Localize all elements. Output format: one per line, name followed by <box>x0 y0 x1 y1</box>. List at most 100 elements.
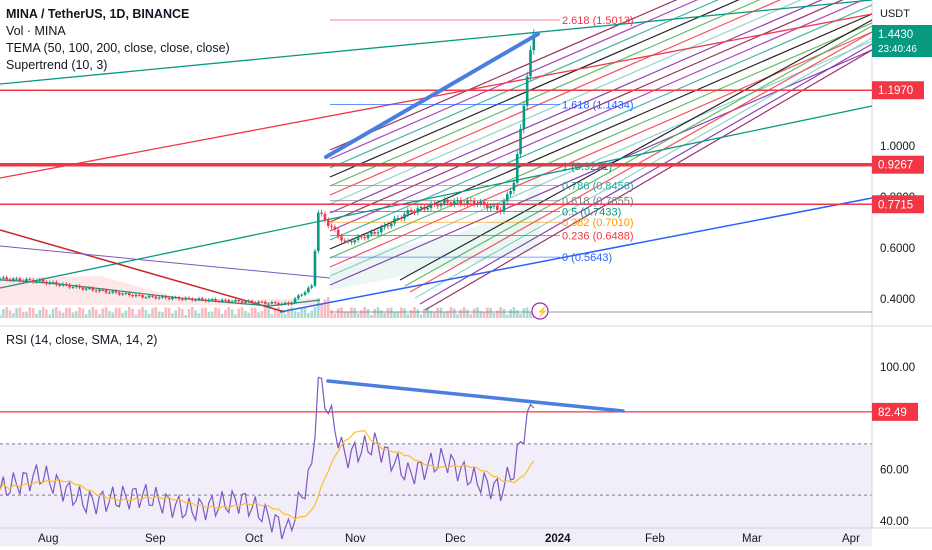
volume-bar <box>68 307 71 318</box>
candle-body <box>11 278 15 281</box>
volume-bar <box>323 299 327 318</box>
candle-body <box>310 285 313 288</box>
candle-body <box>429 203 433 209</box>
volume-bar <box>161 311 164 318</box>
candle-body <box>336 229 340 237</box>
candle-body <box>21 280 25 282</box>
candle-body <box>214 299 217 301</box>
volume-bar <box>489 307 493 318</box>
candle-body <box>167 297 171 300</box>
level-price-tag[interactable] <box>872 155 924 174</box>
price-axis-tick: 0.4000 <box>880 294 915 306</box>
time-axis-label: Aug <box>38 533 58 545</box>
volume-bar <box>456 314 459 318</box>
volume-indicator-label[interactable]: Vol · MINA <box>6 24 66 38</box>
volume-bar <box>529 311 532 318</box>
candle-body <box>134 294 138 297</box>
rsi-indicator-label[interactable]: RSI (14, close, SMA, 14, 2) <box>6 333 158 347</box>
volume-bar <box>293 311 297 318</box>
candle-body <box>121 293 124 295</box>
level-price-label: 1.1970 <box>878 85 913 97</box>
volume-bar <box>214 307 217 318</box>
volume-bar <box>48 314 52 318</box>
volume-bar <box>423 308 426 318</box>
volume-bar <box>353 308 357 318</box>
time-axis-label: Nov <box>345 533 366 545</box>
volume-bar <box>300 307 304 318</box>
tema-indicator-label[interactable]: TEMA (50, 100, 200, close, close, close) <box>6 41 230 55</box>
volume-bar <box>224 309 227 318</box>
candle-body <box>207 299 211 301</box>
trendline-blue-support <box>279 197 873 313</box>
candle-body <box>492 205 496 207</box>
volume-bar <box>250 307 254 318</box>
volume-bar <box>373 308 376 318</box>
volume-bar <box>237 308 241 318</box>
candle-body <box>462 203 466 205</box>
fib-level-label: 0.382 (0.7010) <box>562 217 634 229</box>
volume-bar <box>101 308 105 318</box>
volume-bar <box>466 309 469 318</box>
volume-bar <box>157 311 161 318</box>
symbol-title: MINA / TetherUS, 1D, BINANCE <box>6 7 190 21</box>
candle-body <box>396 217 400 219</box>
volume-bar <box>512 307 516 318</box>
candle-body <box>147 295 151 298</box>
channel-line <box>329 0 844 223</box>
channel-line <box>329 22 873 259</box>
candle-body <box>91 287 95 291</box>
currency-label[interactable]: USDT <box>880 8 910 20</box>
volume-bar <box>436 307 439 318</box>
time-axis-label: Oct <box>245 533 264 545</box>
candle-body <box>131 295 134 297</box>
volume-bar <box>330 310 333 318</box>
candle-body <box>525 76 529 106</box>
volume-bar <box>476 307 479 318</box>
volume-bar <box>429 310 433 318</box>
channel-line <box>329 0 740 178</box>
level-price-label: 0.7715 <box>878 199 913 211</box>
candle-body <box>154 296 158 299</box>
rsi-trendline-blue[interactable] <box>326 379 625 413</box>
volume-bar <box>449 307 453 318</box>
level-price-tag[interactable] <box>872 81 924 100</box>
candle-body <box>55 282 58 285</box>
candle-body <box>48 282 52 284</box>
candle-body <box>303 292 307 295</box>
candle-body <box>293 298 297 303</box>
candle-body <box>532 33 536 51</box>
time-axis-label: Feb <box>645 533 665 545</box>
candle-body <box>403 214 406 219</box>
volume-bar <box>290 307 294 318</box>
candle-body <box>144 297 148 299</box>
volume-bar <box>197 313 201 318</box>
price-trendline-blue[interactable] <box>324 32 540 159</box>
channel-line <box>329 0 719 169</box>
channel-line <box>409 31 873 293</box>
volume-bar <box>204 307 207 318</box>
candle-body <box>224 299 227 301</box>
candle-body <box>220 299 224 302</box>
candle-body <box>151 295 154 297</box>
trendline-green-upper <box>0 0 873 85</box>
candle-body <box>18 278 22 281</box>
event-marker-icon[interactable] <box>531 302 549 320</box>
rsi-level-tag[interactable] <box>872 402 918 421</box>
current-price-tag[interactable] <box>872 25 932 57</box>
fib-level-label: 2.618 (1.5013) <box>562 15 634 27</box>
volume-bar <box>379 310 383 318</box>
candle-body <box>263 301 267 304</box>
fib-level-label: 0.618 (0.7855) <box>562 196 634 208</box>
channel-line <box>329 0 678 151</box>
rsi-axis-tick: 60.00 <box>880 465 909 477</box>
volume-bar <box>118 307 121 318</box>
level-price-tag[interactable] <box>872 195 924 214</box>
candle-body <box>114 291 118 293</box>
supertrend-indicator-label[interactable]: Supertrend (10, 3) <box>6 58 108 72</box>
channel-line <box>424 49 873 311</box>
volume-bar <box>366 309 370 318</box>
volume-bar <box>174 310 178 318</box>
candle-body <box>45 281 48 284</box>
volume-bar <box>469 313 473 318</box>
volume-bar <box>134 314 138 318</box>
